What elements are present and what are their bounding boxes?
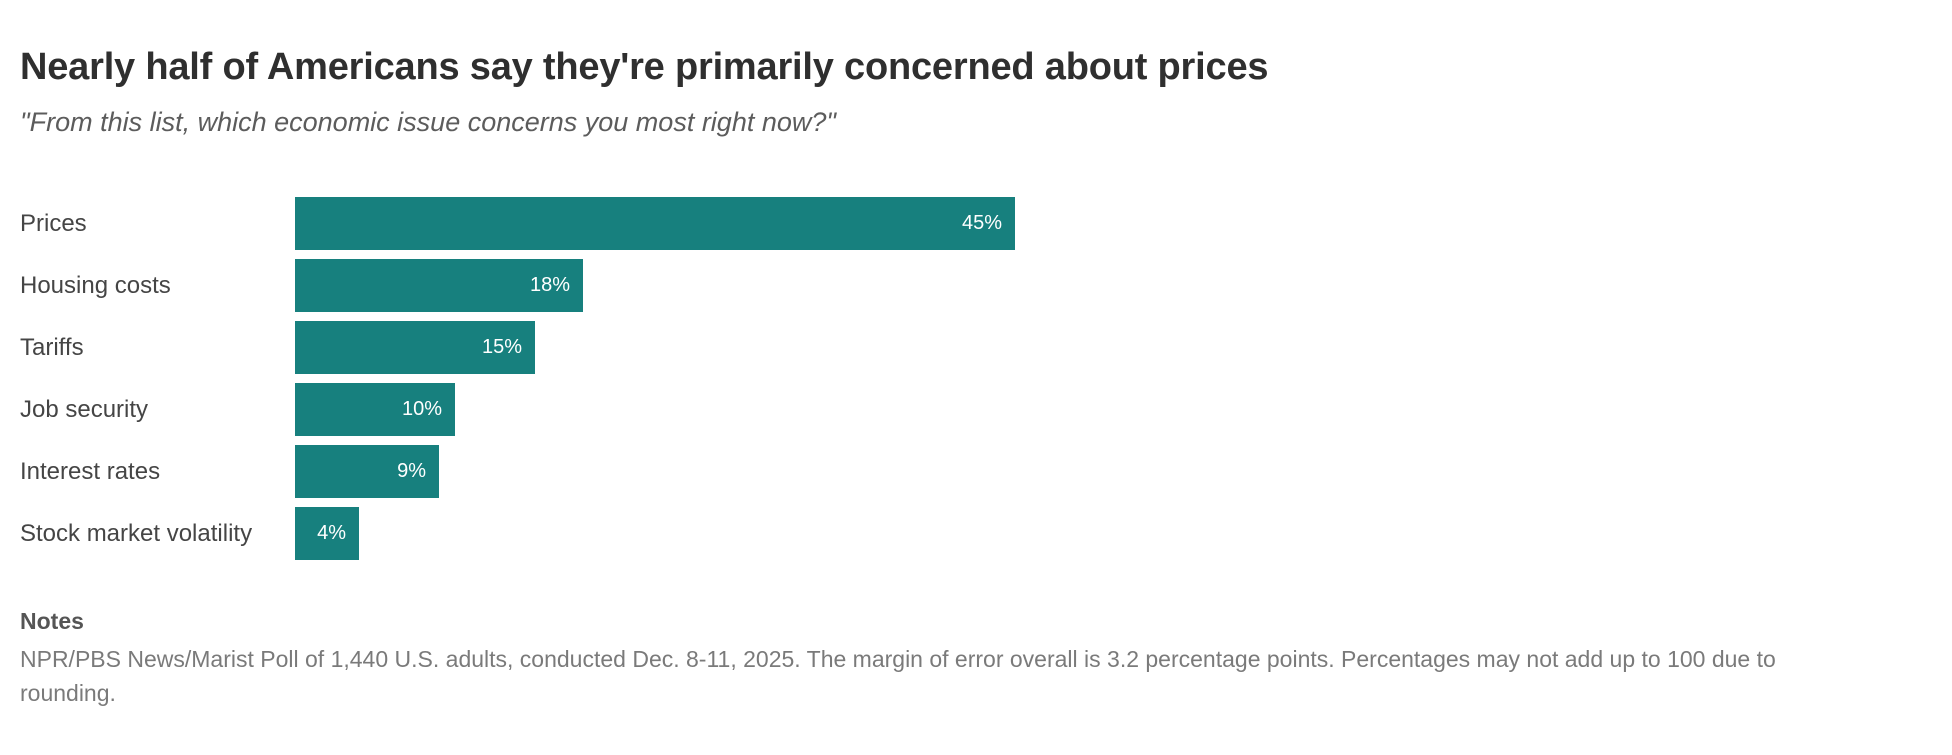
notes-section: Notes NPR/PBS News/Marist Poll of 1,440 … [20,606,1865,710]
bar-row: Tariffs 15% [20,321,1932,374]
category-label: Tariffs [20,333,84,361]
notes-heading: Notes [20,608,84,634]
category-label: Stock market volatility [20,519,253,547]
bar-value-label: 4% [317,522,346,544]
chart-title: Nearly half of Americans say they're pri… [20,46,1269,88]
graphic-container: Nearly half of Americans say they're pri… [20,46,1932,710]
notes-body: NPR/PBS News/Marist Poll of 1,440 U.S. a… [20,646,1776,706]
bar: 4% [295,507,359,560]
bar: 18% [295,259,583,312]
bar-row: Job security 10% [20,383,1932,436]
bar-value-label: 15% [481,336,522,358]
category-label: Housing costs [20,271,171,299]
bar: 9% [295,445,439,498]
bar-row: Stock market volatility 4% [20,507,1932,560]
bar: 45% [295,197,1015,250]
category-label: Job security [20,395,149,423]
bar-row: Interest rates 9% [20,445,1932,498]
bar-row: Housing costs 18% [20,259,1932,312]
bar: 10% [295,383,455,436]
category-label: Prices [20,209,87,237]
bar-value-label: 9% [397,460,426,482]
bar-value-label: 18% [529,274,570,296]
chart-subtitle: "From this list, which economic issue co… [20,107,836,137]
bar-value-label: 45% [961,212,1002,234]
bar: 15% [295,321,535,374]
bar-value-label: 10% [401,398,442,420]
bar-chart: Prices 45% Housing costs 18% Tariffs 15% Job s… [20,197,1932,560]
category-label: Interest rates [20,457,161,485]
bar-row: Prices 45% [20,197,1932,250]
